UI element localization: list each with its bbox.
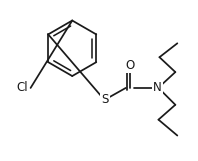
Text: N: N xyxy=(153,81,162,95)
Text: O: O xyxy=(125,59,134,72)
Text: S: S xyxy=(101,93,109,106)
Text: Cl: Cl xyxy=(17,81,29,95)
